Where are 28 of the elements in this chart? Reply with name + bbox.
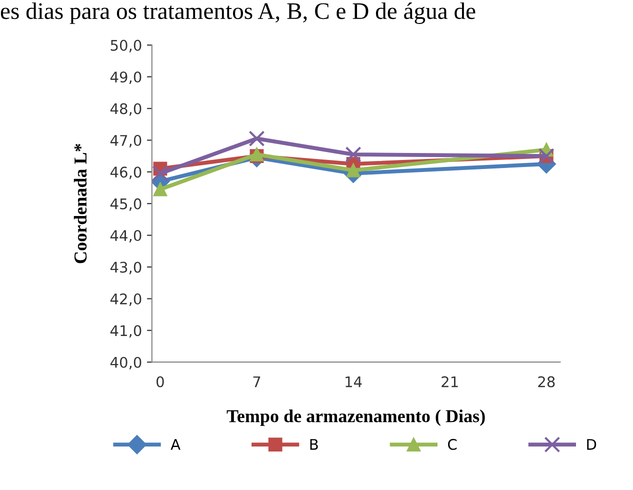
y-axis-title: Coordenada L* <box>74 144 87 264</box>
x-axis-title: Tempo de armazenamento ( Dias) <box>226 410 485 426</box>
x-tick-label: 14 <box>346 376 362 388</box>
x-tick-label: 28 <box>538 376 555 388</box>
x-tick-label: 21 <box>442 376 458 388</box>
y-tick-label: 45,0 <box>110 198 142 211</box>
point <box>152 165 168 182</box>
y-tick-label: 44,0 <box>110 230 142 243</box>
legend-label: C <box>448 438 457 450</box>
legend-label: A <box>170 439 180 450</box>
point <box>248 130 265 147</box>
y-tick-label: 42,0 <box>110 293 142 306</box>
y-tick-label: 49,0 <box>110 72 142 84</box>
y-tick-label: 43,0 <box>110 262 142 274</box>
point <box>346 163 360 178</box>
y-tick-label: 40,0 <box>110 356 142 370</box>
y-tick-label: 46,0 <box>110 166 142 180</box>
y-tick-label: 47,0 <box>110 134 142 148</box>
y-tick-label: 50,0 <box>110 40 142 52</box>
legend-label: B <box>310 439 318 450</box>
point <box>153 182 168 196</box>
x-tick-label: 7 <box>253 376 260 388</box>
y-tick-label: 48,0 <box>110 103 142 116</box>
y-tick-label: 41,0 <box>110 325 142 338</box>
point <box>345 146 362 162</box>
x-tick-label: 0 <box>156 376 164 388</box>
chart-title: es dias para os tratamentos A, B, C e D de água de <box>0 2 476 24</box>
legend-label: D <box>587 439 596 450</box>
